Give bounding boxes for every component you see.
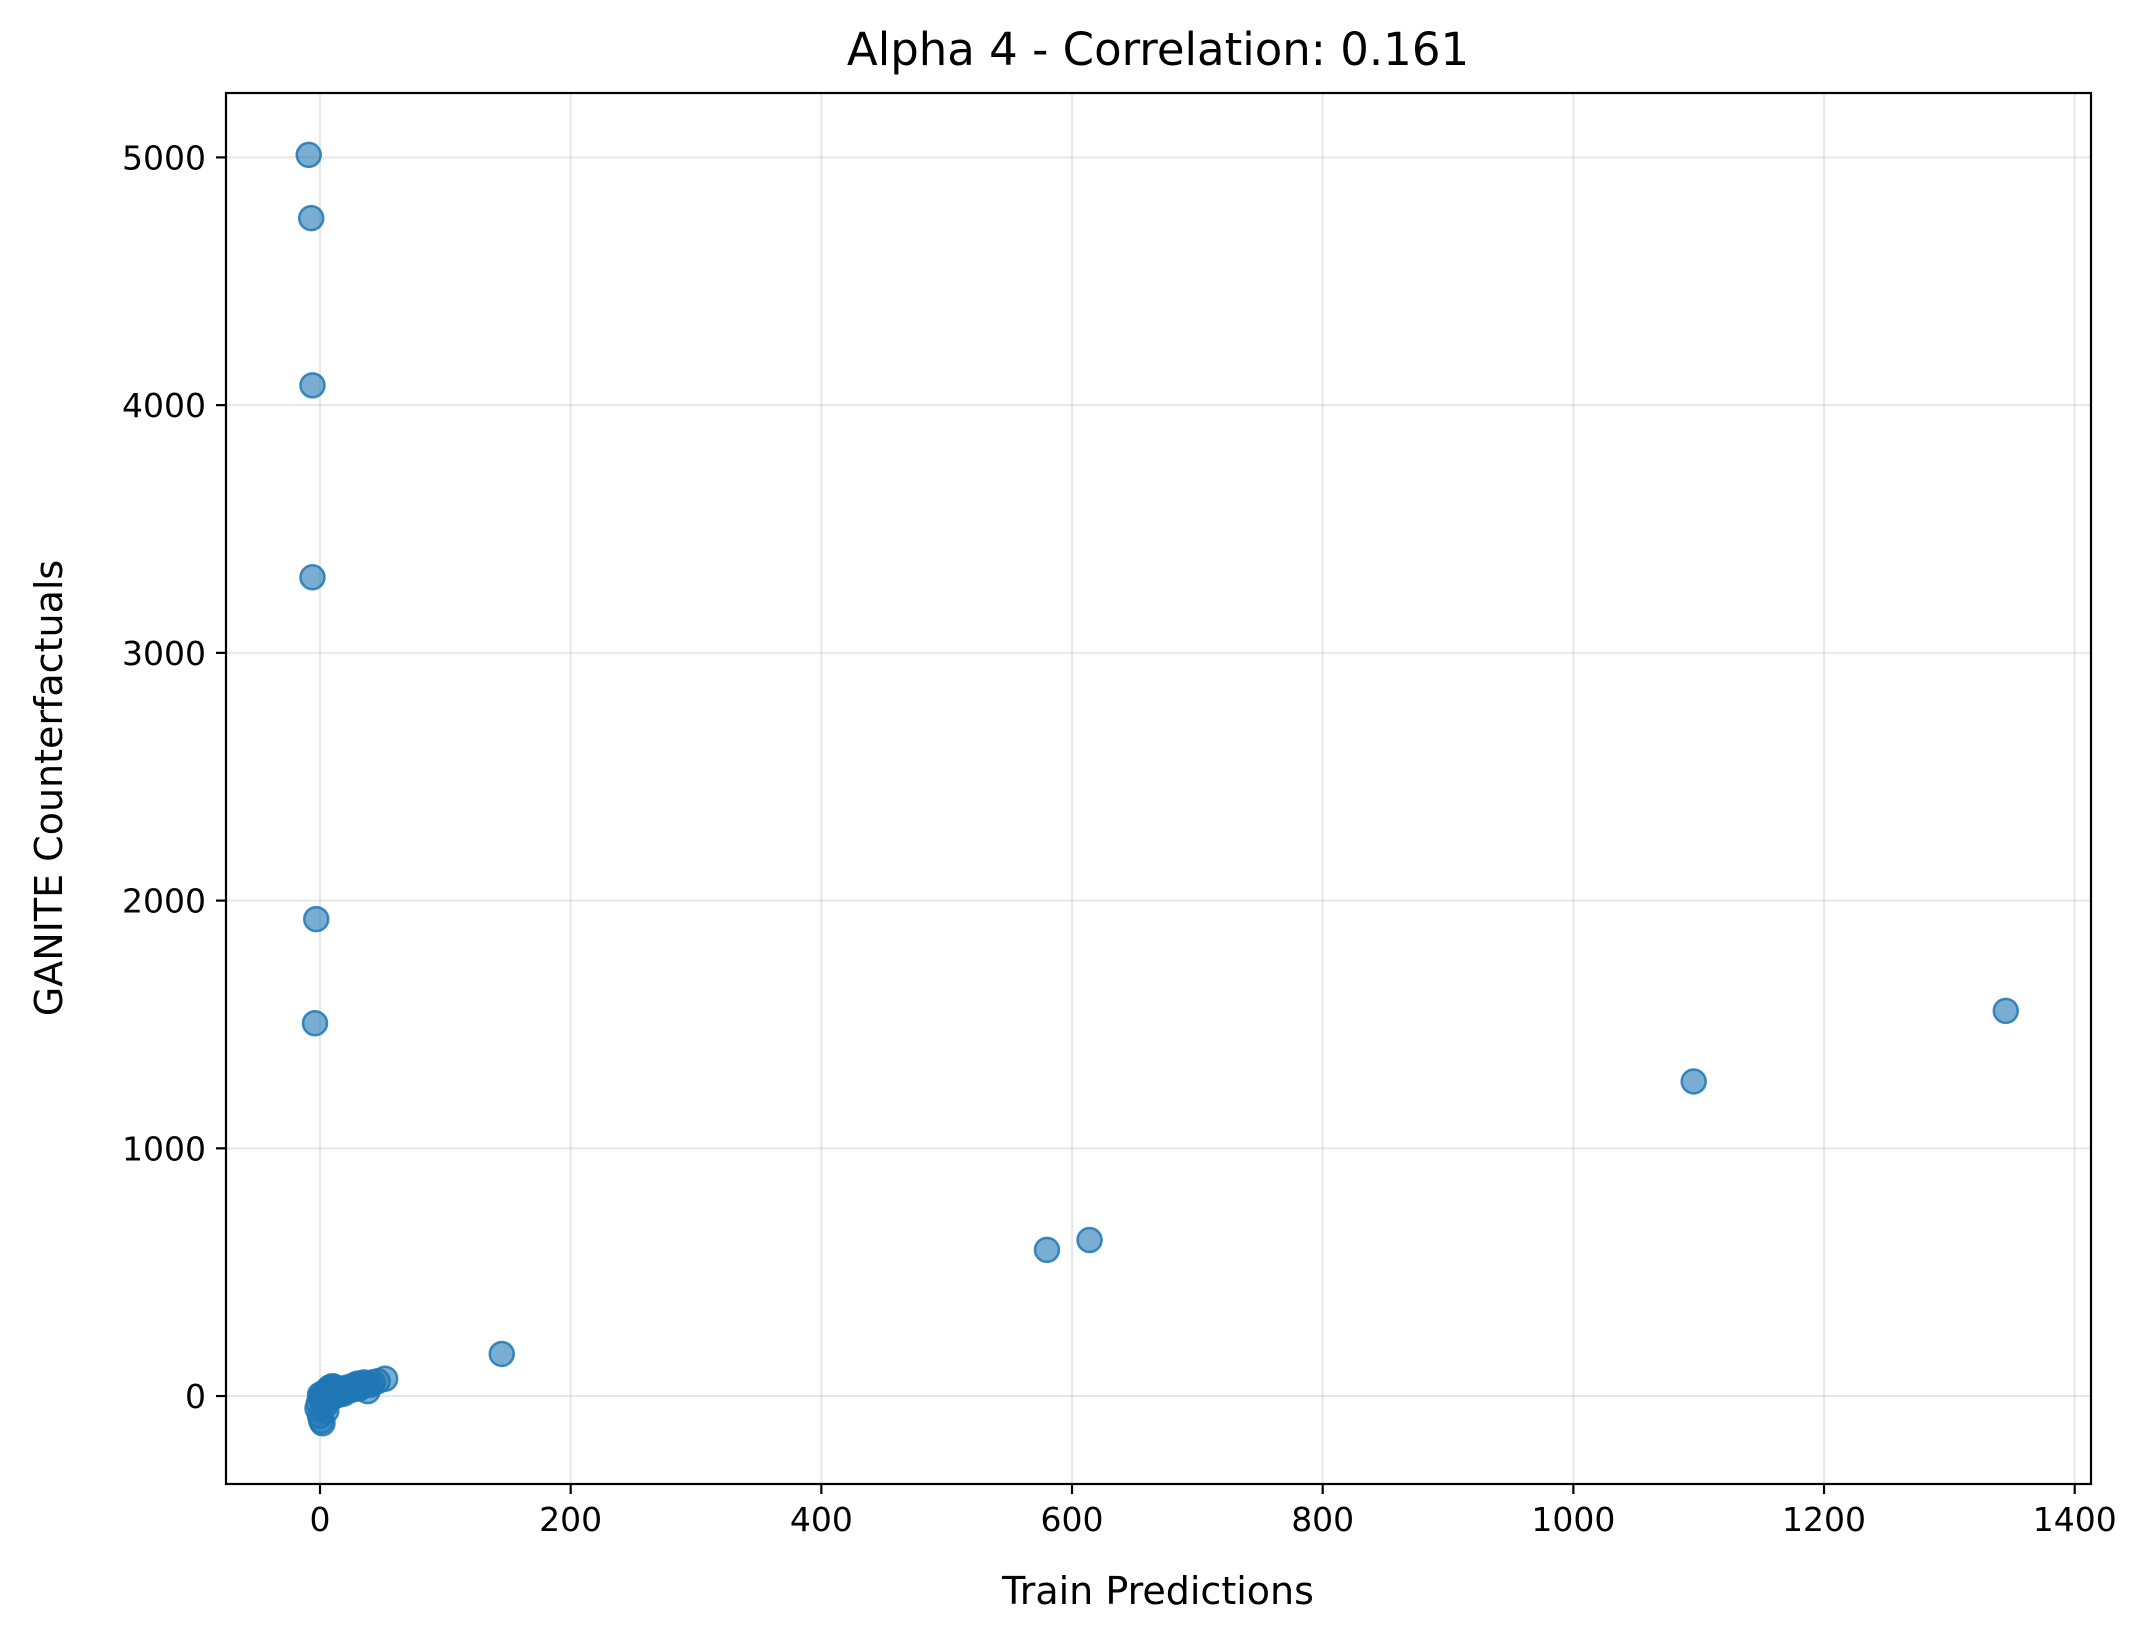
y-axis-label: GANITE Counterfactuals xyxy=(27,560,71,1016)
y-tick-label: 4000 xyxy=(122,386,206,425)
y-tick-label: 0 xyxy=(185,1377,206,1416)
data-points xyxy=(295,141,2020,1437)
scatter-point xyxy=(302,905,330,933)
x-tick-label: 800 xyxy=(1291,1500,1354,1539)
scatter-point xyxy=(299,372,326,399)
x-tick-label: 600 xyxy=(1041,1500,1104,1539)
axis-ticks: 0 200 400 600 800 1000 1200 1400 0 1000 2000 3000 40… xyxy=(122,138,2117,1539)
scatter-point xyxy=(1680,1068,1707,1095)
y-tick-label: 5000 xyxy=(122,138,206,177)
plot-frame xyxy=(224,91,2093,1486)
x-tick-label: 0 xyxy=(310,1500,331,1539)
grid-lines xyxy=(226,93,2091,1484)
scatter-point xyxy=(1076,1226,1103,1254)
chart-title: Alpha 4 - Correlation: 0.161 xyxy=(847,23,1469,76)
x-tick-label: 200 xyxy=(539,1500,602,1539)
scatter-point xyxy=(1033,1236,1061,1264)
scatter-point xyxy=(1992,997,2020,1025)
x-tick-label: 1000 xyxy=(1531,1500,1615,1539)
x-tick-label: 1200 xyxy=(1782,1500,1866,1539)
scatter-point xyxy=(488,1340,515,1368)
scatter-point xyxy=(297,204,325,232)
scatter-point xyxy=(295,141,322,169)
scatter-point xyxy=(299,564,326,591)
x-tick-label: 1400 xyxy=(2033,1500,2117,1539)
y-tick-label: 2000 xyxy=(122,882,206,921)
scatter-point xyxy=(371,1365,399,1392)
y-tick-label: 3000 xyxy=(122,634,206,673)
x-axis-label: Train Predictions xyxy=(1001,1569,1314,1613)
scatter-point xyxy=(301,1009,329,1037)
scatter-point xyxy=(350,1369,378,1396)
x-tick-label: 400 xyxy=(790,1500,853,1539)
y-tick-label: 1000 xyxy=(122,1129,206,1168)
